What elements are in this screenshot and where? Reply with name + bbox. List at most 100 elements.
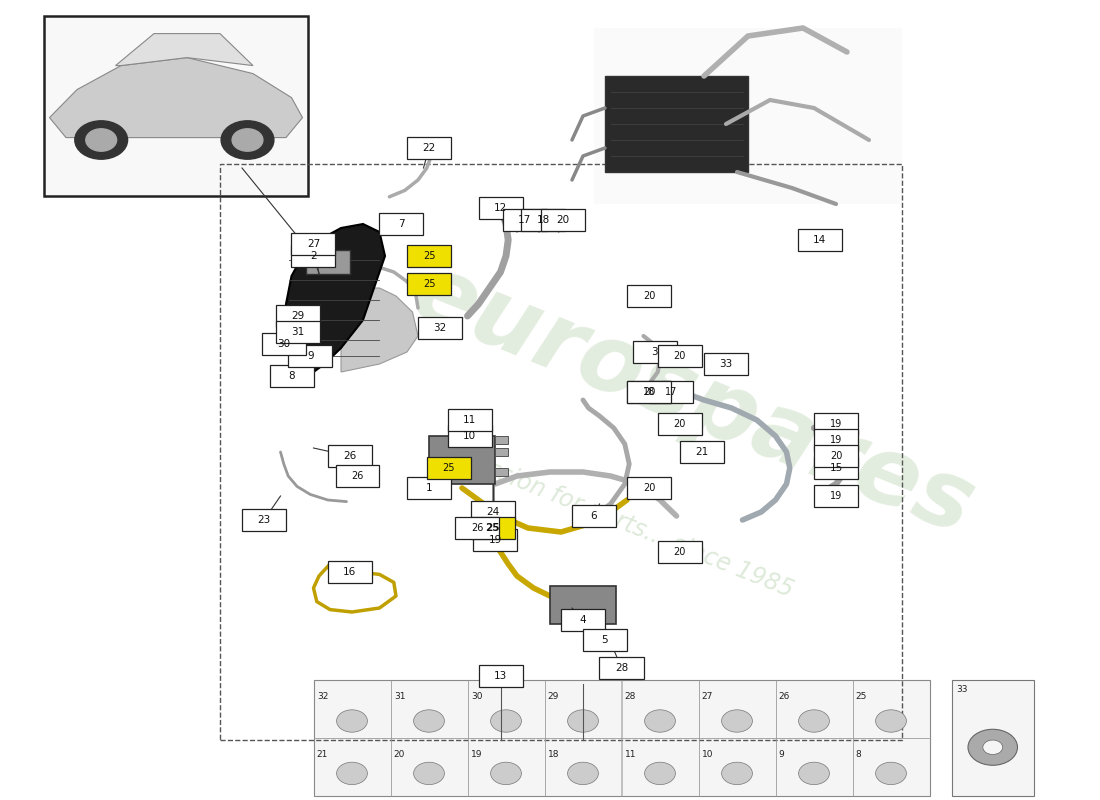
Text: 25: 25 [856, 692, 867, 701]
Circle shape [876, 710, 906, 732]
Circle shape [876, 762, 906, 785]
FancyBboxPatch shape [328, 445, 372, 467]
Text: 13: 13 [494, 671, 507, 681]
Text: 25: 25 [442, 463, 455, 473]
Circle shape [414, 762, 444, 785]
FancyBboxPatch shape [814, 457, 858, 479]
Circle shape [436, 320, 458, 336]
Text: 20: 20 [829, 451, 843, 461]
FancyBboxPatch shape [814, 445, 858, 467]
Bar [495, 436, 508, 444]
Text: 33: 33 [719, 359, 733, 369]
FancyBboxPatch shape [288, 345, 332, 367]
Text: 20: 20 [642, 483, 656, 493]
FancyBboxPatch shape [658, 541, 702, 563]
FancyBboxPatch shape [471, 517, 515, 539]
Bar [468, 680, 544, 738]
Bar [495, 448, 508, 456]
FancyBboxPatch shape [455, 517, 499, 539]
FancyBboxPatch shape [328, 561, 372, 583]
Text: 32: 32 [433, 323, 447, 333]
FancyBboxPatch shape [478, 665, 522, 687]
Text: 9: 9 [307, 351, 314, 361]
Circle shape [414, 710, 444, 732]
Bar [314, 680, 930, 796]
Bar [550, 586, 616, 624]
Text: 28: 28 [625, 692, 636, 701]
Text: 33: 33 [956, 685, 967, 694]
Circle shape [799, 762, 829, 785]
FancyBboxPatch shape [276, 321, 320, 343]
Text: 23: 23 [257, 515, 271, 525]
Circle shape [491, 710, 521, 732]
FancyBboxPatch shape [448, 409, 492, 431]
Text: 10: 10 [463, 431, 476, 441]
Text: 1: 1 [426, 483, 432, 493]
Bar [44, 16, 308, 196]
FancyBboxPatch shape [427, 457, 471, 479]
Circle shape [968, 730, 1018, 766]
FancyBboxPatch shape [521, 209, 565, 231]
FancyBboxPatch shape [541, 209, 585, 231]
FancyBboxPatch shape [583, 629, 627, 651]
Text: a passion for parts... since 1985: a passion for parts... since 1985 [436, 438, 796, 602]
Text: 18: 18 [548, 750, 559, 759]
FancyBboxPatch shape [407, 245, 451, 267]
FancyBboxPatch shape [448, 425, 492, 447]
Bar [220, 164, 902, 740]
Circle shape [337, 762, 367, 785]
Bar [605, 76, 748, 172]
Text: 4: 4 [580, 615, 586, 625]
Circle shape [645, 710, 675, 732]
Text: 2: 2 [310, 251, 317, 261]
Text: 11: 11 [625, 750, 636, 759]
Text: 25: 25 [422, 251, 436, 261]
Bar [390, 680, 468, 738]
Text: 26: 26 [351, 471, 364, 481]
Text: 17: 17 [518, 215, 531, 225]
Text: 31: 31 [292, 327, 305, 337]
FancyBboxPatch shape [292, 245, 336, 267]
Text: 21: 21 [317, 750, 328, 759]
Circle shape [86, 129, 117, 151]
Polygon shape [341, 288, 418, 372]
FancyBboxPatch shape [418, 317, 462, 339]
Text: 17: 17 [664, 387, 678, 397]
Circle shape [799, 710, 829, 732]
FancyBboxPatch shape [627, 381, 671, 403]
Polygon shape [116, 34, 253, 66]
Bar [544, 738, 622, 796]
Circle shape [722, 710, 752, 732]
FancyBboxPatch shape [814, 485, 858, 507]
Text: 6: 6 [591, 511, 597, 521]
Text: 15: 15 [829, 463, 843, 473]
Text: 30: 30 [277, 339, 290, 349]
Circle shape [337, 710, 367, 732]
Text: 14: 14 [813, 235, 826, 245]
Circle shape [221, 121, 274, 159]
Text: 32: 32 [317, 692, 328, 701]
Text: 20: 20 [394, 750, 405, 759]
Text: 29: 29 [292, 311, 305, 321]
Text: 20: 20 [642, 387, 656, 397]
FancyBboxPatch shape [600, 657, 643, 679]
Text: 29: 29 [548, 692, 559, 701]
Text: 27: 27 [702, 692, 713, 701]
FancyBboxPatch shape [270, 365, 314, 387]
Text: 20: 20 [557, 215, 570, 225]
Bar [776, 738, 853, 796]
FancyBboxPatch shape [680, 441, 724, 463]
FancyBboxPatch shape [276, 305, 320, 327]
FancyBboxPatch shape [379, 213, 424, 235]
Text: 26: 26 [779, 692, 790, 701]
Text: 28: 28 [615, 663, 628, 673]
FancyBboxPatch shape [242, 509, 286, 531]
Text: 21: 21 [695, 447, 708, 457]
FancyBboxPatch shape [627, 477, 671, 499]
Text: 20: 20 [642, 291, 656, 301]
Bar [468, 738, 544, 796]
FancyBboxPatch shape [814, 429, 858, 451]
FancyBboxPatch shape [561, 609, 605, 631]
Bar [429, 436, 495, 484]
Bar [544, 680, 622, 738]
